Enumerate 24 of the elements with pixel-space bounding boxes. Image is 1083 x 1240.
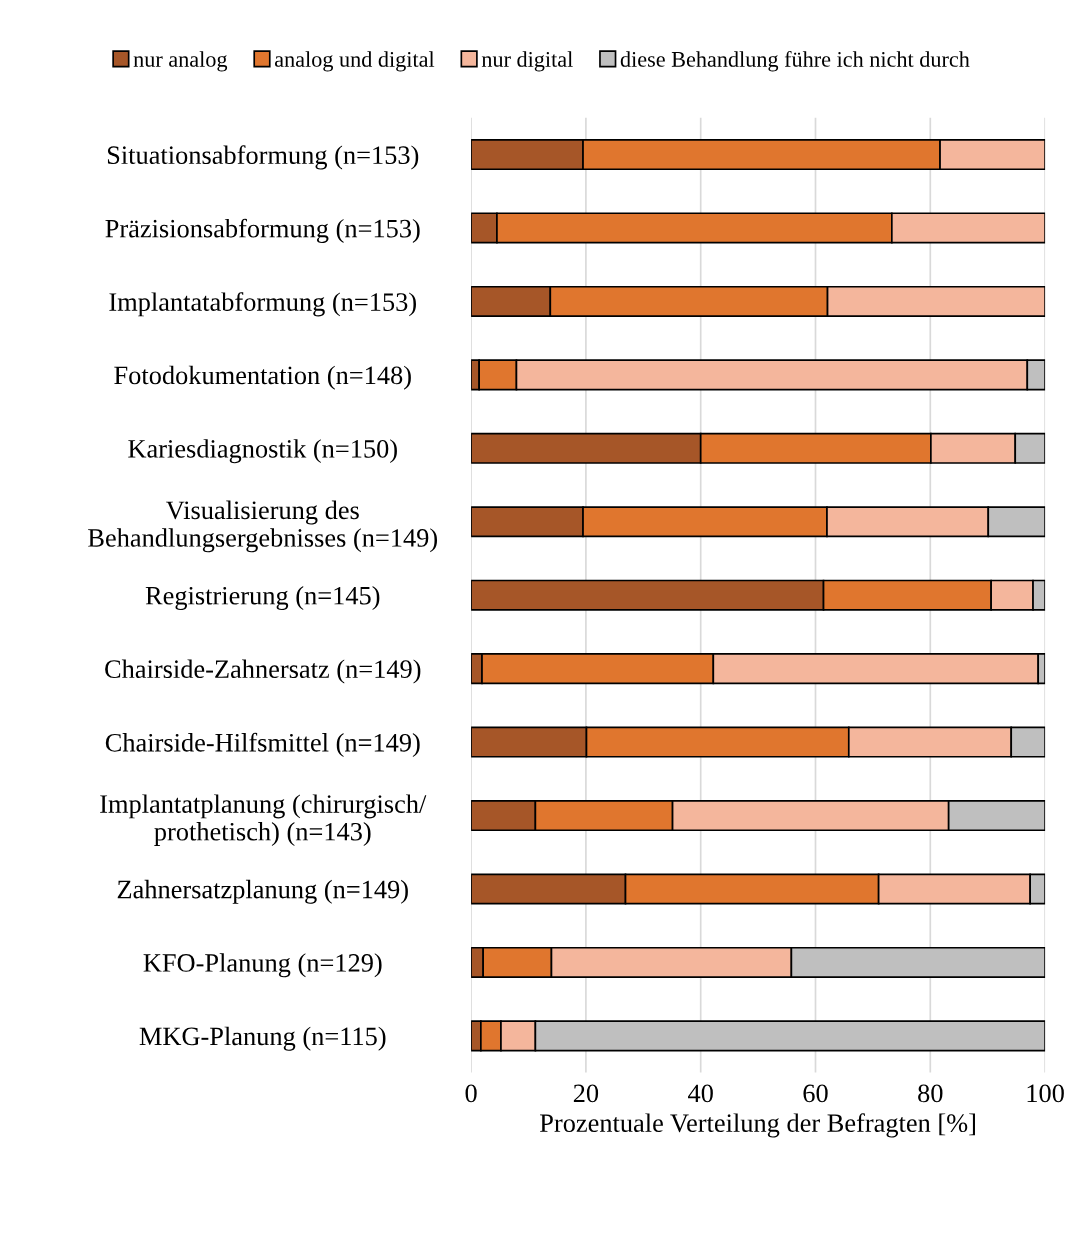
legend-label: analog und digital: [274, 51, 435, 72]
y-tick-label: KFO-Planung (n=129): [143, 953, 382, 978]
y-tick-label: Implantatplanung (chirurgisch/ prothetisch) (n=143): [100, 794, 427, 846]
x-tick-label: 80: [918, 1084, 943, 1103]
x-tick-label: 40: [688, 1084, 713, 1103]
legend-label: diese Behandlung führe ich nicht durch: [620, 51, 970, 72]
y-tick-label: Registrierung (n=145): [145, 586, 380, 611]
x-tick-label: 0: [465, 1084, 477, 1103]
y-tick-label: MKG-Planung (n=115): [139, 1026, 386, 1051]
x-axis-title: Prozentuale Verteilung der Befragten [%]: [540, 1113, 975, 1138]
y-tick-label: Implantatabformung (n=153): [109, 292, 416, 317]
y-tick-label: Zahnersatzplanung (n=149): [117, 879, 408, 904]
y-tick-label: Präzisionsabformung (n=153): [105, 218, 420, 243]
y-tick-label: Situationsabformung (n=153): [107, 145, 419, 170]
y-tick-label: Chairside-Hilfsmittel (n=149): [105, 732, 420, 757]
legend-label: nur analog: [133, 51, 228, 72]
x-tick-label: 100: [1027, 1084, 1064, 1103]
y-tick-label: Fotodokumentation (n=148): [114, 365, 411, 390]
x-tick-label: 20: [573, 1084, 599, 1103]
y-tick-label: Kariesdiagnostik (n=150): [128, 439, 397, 464]
y-tick-label: Chairside-Zahnersatz (n=149): [105, 659, 421, 684]
legend-label: nur digital: [481, 51, 573, 72]
x-tick-label: 60: [803, 1084, 828, 1103]
y-tick-label: Visualisierung des Behandlungsergebnisses (n=149): [88, 500, 438, 553]
